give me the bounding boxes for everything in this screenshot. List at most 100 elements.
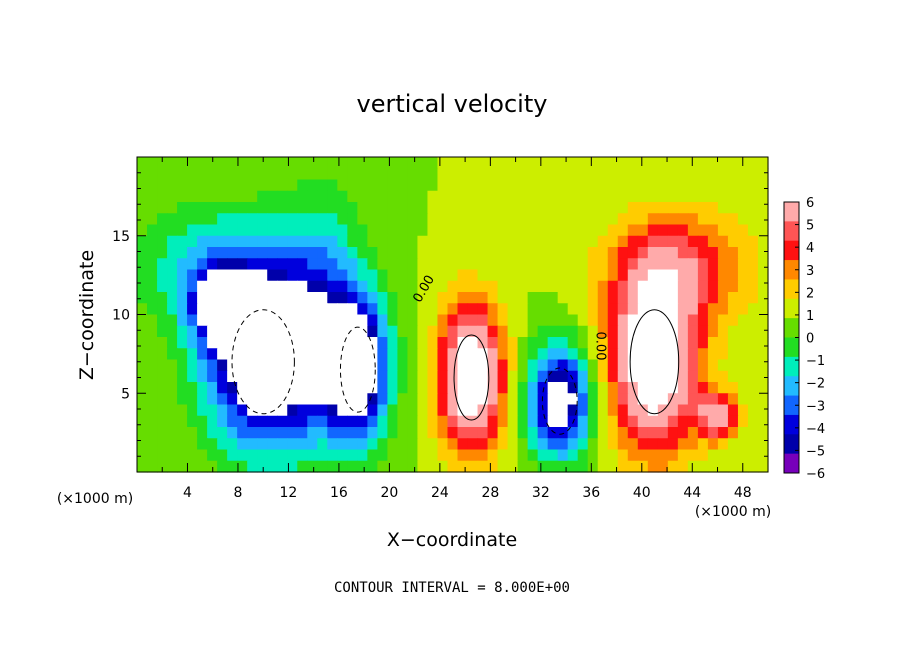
heat-cell [747,269,759,282]
heat-cell [477,460,489,473]
heat-cell [217,258,228,271]
heat-cell [647,337,659,349]
heat-cell [547,337,559,349]
heat-cell [397,415,409,428]
heat-cell [577,235,589,248]
heat-cell [617,359,629,372]
heat-cell [447,235,459,248]
heat-cell [587,314,599,327]
heat-cell [447,415,459,428]
heat-cell [617,393,629,406]
heat-cell [247,168,258,181]
heat-cell [307,382,318,394]
heat-cell [397,213,409,226]
heat-cell [557,337,569,349]
heat-cell [647,314,659,327]
heat-cell [607,337,619,349]
heat-cell [417,235,429,248]
heat-cell [507,382,519,394]
heat-cell [317,235,328,248]
heat-cell [697,213,709,226]
heat-cell [317,449,328,462]
heat-cell [197,359,208,372]
heat-cell [467,280,479,293]
heat-cell [527,168,539,181]
heat-cell [347,190,358,203]
heat-cell [317,157,328,169]
heat-cell [257,224,268,237]
heat-cell [157,348,168,361]
heat-cell [517,348,529,361]
heat-cell [677,359,689,372]
heat-cell [377,427,388,439]
heat-cell [497,292,509,304]
colorbar-swatch [784,260,799,280]
heat-cell [697,157,709,169]
heat-cell [337,168,348,181]
heat-cell [507,235,519,248]
heat-cell [227,247,238,259]
heat-cell [367,449,378,462]
heat-cell [617,314,629,327]
heat-cell [527,460,539,473]
heat-cell [607,292,619,304]
heat-cell [727,235,739,248]
heat-cell [667,460,679,473]
heat-cell [757,314,769,327]
heat-cell [267,292,278,304]
heat-cell [337,427,348,439]
heat-cell [617,404,629,417]
heat-cell [577,213,589,226]
heat-cell [137,258,148,271]
heat-cell [707,337,719,349]
heat-cell [297,382,308,394]
heat-cell [657,370,669,383]
heat-cell [637,190,649,203]
heat-cell [407,382,419,394]
heat-cell [707,168,719,181]
heat-cell [587,359,599,372]
heat-cell [737,213,749,226]
heat-cell [217,280,228,293]
heat-cell [727,438,739,451]
heat-cell [577,325,589,338]
heat-cell [707,292,719,304]
heat-cell [747,213,759,226]
heat-cell [277,415,288,428]
heat-cell [447,168,459,181]
heat-cell [137,157,148,169]
heat-cell [257,314,268,327]
heat-cell [607,415,619,428]
heat-cell [297,202,308,214]
heat-cell [637,269,649,282]
heat-cell [167,449,178,462]
heat-cell [347,179,358,192]
heat-cell [717,415,729,428]
heat-cell [227,382,238,394]
heat-cell [397,157,409,169]
heat-cell [397,404,409,417]
heat-cell [157,157,168,169]
heat-cell [207,460,218,473]
heat-cell [417,213,429,226]
heat-cell [517,157,529,169]
heat-cell [397,179,409,192]
heat-cell [567,382,579,394]
heat-cell [477,382,489,394]
heat-cell [247,370,258,383]
heat-cell [627,168,639,181]
heat-cell [437,202,449,214]
heat-cell [617,460,629,473]
heat-cell [407,179,419,192]
heat-cell [167,415,178,428]
heat-cell [327,224,338,237]
heat-cell [397,247,409,259]
heat-cell [657,348,669,361]
heat-cell [337,460,348,473]
heat-cell [637,157,649,169]
heat-cell [677,213,689,226]
heat-cell [757,382,769,394]
heat-cell [277,258,288,271]
heat-cell [667,382,679,394]
heat-cell [317,438,328,451]
